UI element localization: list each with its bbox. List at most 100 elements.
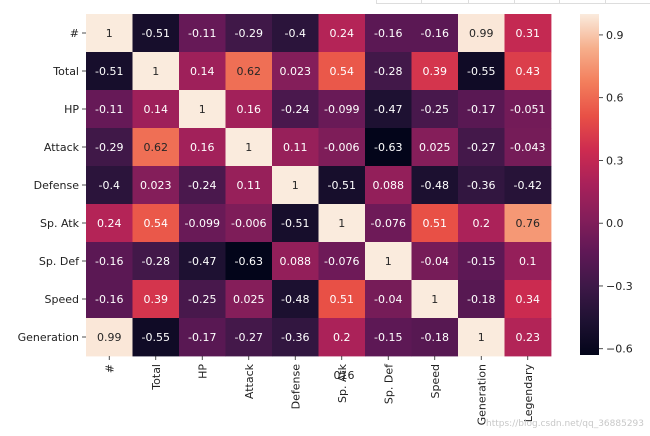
x-tick-label: Defense	[289, 364, 302, 410]
heatmap-cell	[458, 242, 505, 281]
cell-value-label: 0.99	[469, 27, 494, 40]
x-axis-ticks: # Total HP Attack Defense Sp. Atk Sp. Def Speed…	[103, 356, 535, 425]
heatmap-cell	[86, 242, 133, 281]
heatmap-cell	[179, 166, 226, 205]
y-tick-label: Sp. Def	[39, 255, 80, 268]
heatmap-cell	[132, 90, 180, 129]
overlay-text: 016	[334, 369, 355, 382]
cell-value-label: -0.27	[235, 331, 263, 344]
cell-value-label: 1	[431, 293, 438, 306]
cell-value-label: -0.29	[235, 27, 263, 40]
cell-value-label: 0.39	[423, 65, 448, 78]
cell-value-label: 1	[478, 331, 485, 344]
heatmap-cell	[504, 242, 552, 281]
heatmap-cell	[458, 204, 505, 243]
cell-value-label: -0.51	[328, 179, 356, 192]
heatmap-cell	[132, 204, 180, 243]
heatmap-cell	[411, 280, 459, 319]
cell-value-label: -0.55	[467, 65, 495, 78]
cell-value-label: 0.088	[280, 255, 312, 268]
cell-value-label: -0.099	[324, 103, 359, 116]
colorbar: 0.9 0.6 0.3 0.0 −0.3 −0.6	[580, 14, 633, 356]
cell-value-label: -0.076	[324, 255, 359, 268]
cell-value-label: 0.025	[419, 141, 451, 154]
cell-value-label: 0.34	[516, 293, 541, 306]
heatmap-cell-labels: 1 -0.51 -0.11 -0.29 -0.4 0.24 -0.16 -0.16 0.99 0.…	[95, 27, 545, 344]
heatmap-cell	[272, 204, 319, 243]
heatmap-cell	[411, 90, 459, 129]
cell-value-label: -0.16	[95, 293, 123, 306]
heatmap-cell	[179, 128, 226, 167]
heatmap-cell	[86, 128, 133, 167]
x-tick-label: Total	[150, 364, 163, 391]
heatmap-cell	[458, 90, 505, 129]
cell-value-label: -0.17	[467, 103, 495, 116]
colorbar-gradient	[580, 14, 599, 355]
heatmap-cell	[411, 204, 459, 243]
cell-value-label: 0.24	[97, 217, 122, 230]
heatmap-cell	[318, 128, 366, 167]
cell-value-label: -0.28	[374, 65, 402, 78]
cell-value-label: -0.55	[142, 331, 170, 344]
cell-value-label: 0.1	[519, 255, 537, 268]
heatmap-cell	[504, 128, 552, 167]
heatmap-cell	[504, 166, 552, 205]
heatmap-cell	[411, 14, 459, 53]
heatmap-cell	[458, 280, 505, 319]
heatmap-cell	[225, 204, 273, 243]
cell-value-label: 0.31	[516, 27, 541, 40]
heatmap-cell	[365, 90, 412, 129]
heatmap-cell	[272, 166, 319, 205]
heatmap-cell	[225, 242, 273, 281]
heatmap-cell	[318, 52, 366, 91]
cell-value-label: 0.39	[144, 293, 169, 306]
cell-value-label: -0.11	[95, 103, 123, 116]
heatmap-cell	[504, 204, 552, 243]
x-tick-label: Generation	[475, 364, 488, 425]
heatmap-cell	[86, 14, 133, 53]
cell-value-label: -0.47	[188, 255, 216, 268]
cell-value-label: -0.42	[514, 179, 542, 192]
heatmap-cell	[272, 14, 319, 53]
heatmap-cell	[179, 242, 226, 281]
cell-value-label: -0.006	[231, 217, 266, 230]
heatmap-cell	[458, 166, 505, 205]
heatmap-cell	[318, 166, 366, 205]
heatmap-cell	[365, 204, 412, 243]
heatmap-cell	[179, 14, 226, 53]
cell-value-label: -0.16	[95, 255, 123, 268]
y-tick-label: Sp. Atk	[40, 217, 80, 230]
cell-value-label: -0.36	[281, 331, 309, 344]
cell-value-label: -0.18	[467, 293, 495, 306]
heatmap-cell	[225, 52, 273, 91]
cell-value-label: -0.15	[467, 255, 495, 268]
heatmap-cell	[318, 318, 366, 357]
colorbar-tick-label: 0.9	[606, 29, 624, 42]
heatmap-cell	[504, 280, 552, 319]
cell-value-label: -0.16	[374, 27, 402, 40]
cell-value-label: 0.54	[330, 65, 355, 78]
heatmap-cell	[132, 280, 180, 319]
watermark: https://blog.csdn.net/qq_36885293	[486, 419, 645, 429]
heatmap-cell	[86, 204, 133, 243]
heatmap-cells	[86, 14, 552, 357]
cell-value-label: -0.24	[188, 179, 216, 192]
x-tick-label: Attack	[243, 363, 256, 399]
cell-value-label: 0.2	[333, 331, 351, 344]
heatmap-cell	[458, 14, 505, 53]
x-tick-label: Sp. Def	[382, 363, 395, 404]
cell-value-label: -0.63	[374, 141, 402, 154]
cell-value-label: -0.28	[142, 255, 170, 268]
cell-value-label: 0.24	[330, 27, 355, 40]
cell-value-label: 0.023	[280, 65, 312, 78]
cell-value-label: -0.043	[510, 141, 545, 154]
cell-value-label: 0.62	[237, 65, 262, 78]
cell-value-label: -0.29	[95, 141, 123, 154]
cell-value-label: -0.076	[371, 217, 406, 230]
cell-value-label: -0.25	[421, 103, 449, 116]
cell-value-label: 1	[245, 141, 252, 154]
cell-value-label: -0.36	[467, 179, 495, 192]
cell-value-label: 0.51	[330, 293, 355, 306]
heatmap-cell	[225, 166, 273, 205]
cell-value-label: 0.62	[144, 141, 169, 154]
